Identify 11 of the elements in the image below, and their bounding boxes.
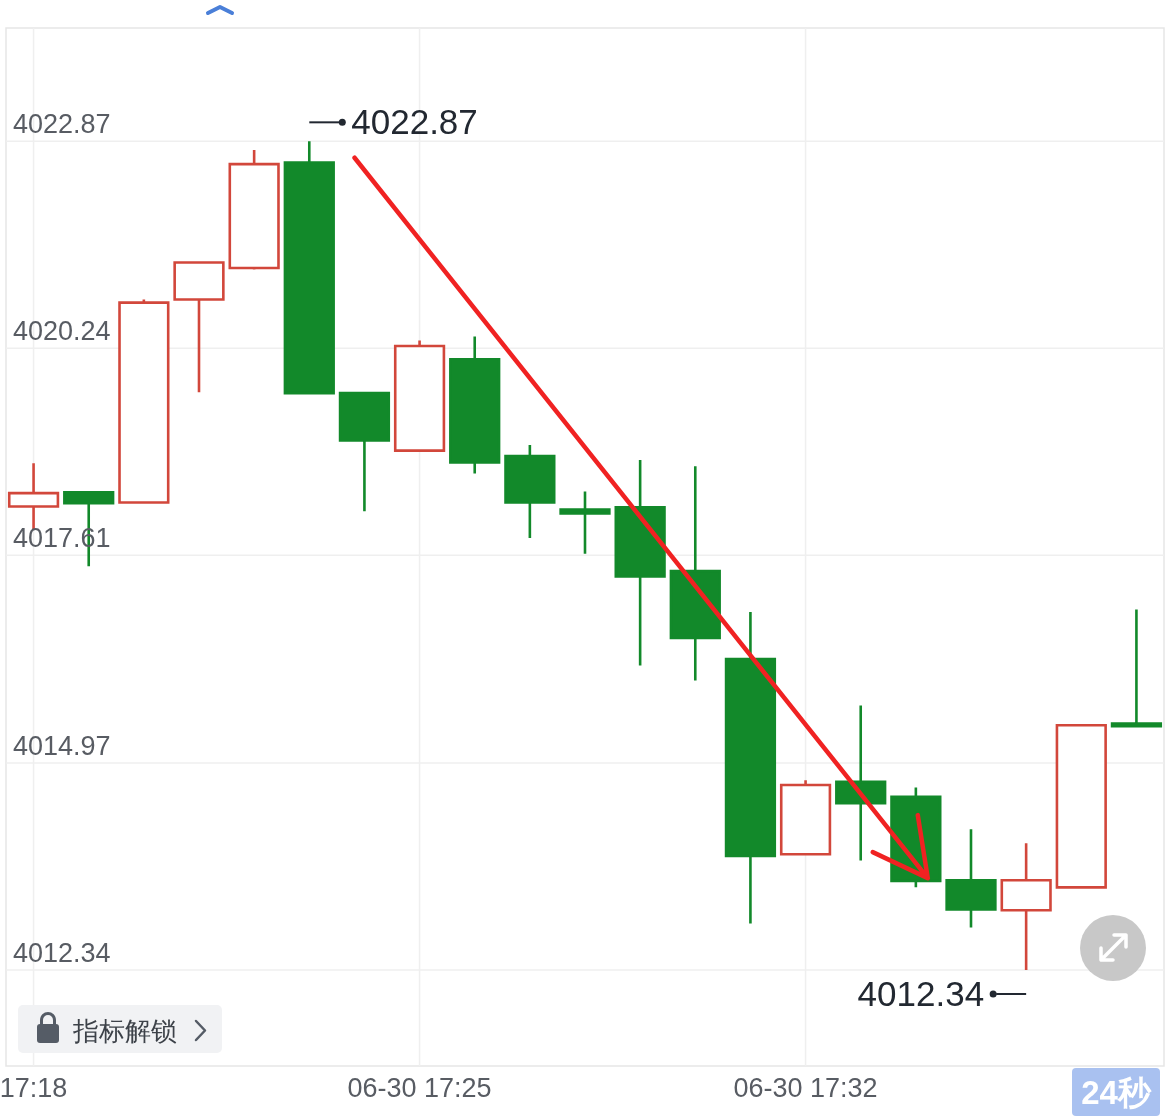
- y-tick-label: 4020.24: [13, 316, 111, 347]
- annotation: 指标解锁: [72, 1016, 177, 1046]
- y-tick-label: 4012.34: [13, 937, 111, 968]
- y-tick-label: 4022.87: [13, 109, 111, 140]
- annotation: 4022.87: [351, 102, 478, 142]
- x-tick-label: 06-30 17:25: [347, 1073, 492, 1103]
- x-tick-label: 17:18: [0, 1073, 68, 1103]
- x-tick-label: 06-30 17:32: [733, 1073, 878, 1103]
- annotation: 4012.34: [857, 973, 985, 1013]
- text: 24秒: [1081, 1074, 1152, 1111]
- y-tick-label: 4014.97: [13, 731, 111, 762]
